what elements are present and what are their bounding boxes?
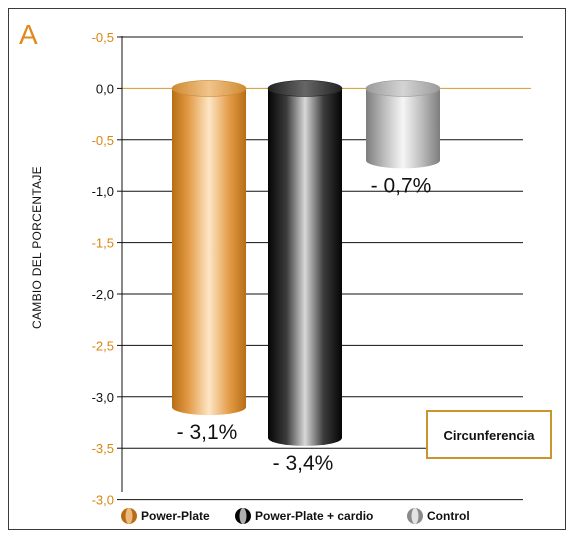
- annotation-text: Circunferencia: [443, 428, 535, 443]
- y-tick-labels: -0,5 0,0 -0,5 -1,0 -1,5 -2,0 -2,5 -3,0 -3,5 -3,0: [92, 30, 114, 508]
- chart-frame: A -0,5 0,0 -0,5 -1,0 -1,5 -2,0 -2,5 -3,0 -3,5 -3,…: [8, 8, 566, 530]
- legend-label: Power-Plate + cardio: [255, 509, 373, 523]
- data-label: - 0,7%: [371, 174, 432, 197]
- legend-swatch-highlight: [239, 508, 247, 524]
- data-label: - 3,4%: [273, 452, 334, 475]
- bar-top-cap: [267, 80, 343, 97]
- bars: [171, 80, 441, 446]
- legend-swatch-highlight: [125, 508, 133, 524]
- annotation-box: Circunferencia: [426, 410, 552, 459]
- y-tick-label: -0,5: [92, 133, 114, 148]
- panel-letter: A: [19, 19, 38, 50]
- bar: [171, 80, 247, 416]
- y-tick-label: -3,5: [92, 441, 114, 456]
- y-tick-label: -3,0: [92, 493, 114, 508]
- bar-body: [268, 88, 342, 446]
- y-axis-label: CAMBIO DEL PORCENTAJE: [30, 166, 44, 329]
- annotation-box-border: [426, 410, 552, 459]
- legend-swatch-highlight: [411, 508, 419, 524]
- y-tick-label: -3,0: [92, 390, 114, 405]
- legend-item: Power-Plate: [121, 508, 210, 524]
- legend-label: Power-Plate: [141, 509, 210, 523]
- legend-item: Power-Plate + cardio: [235, 508, 373, 524]
- bar: [365, 80, 441, 169]
- y-tick-label: -2,0: [92, 287, 114, 302]
- y-tick-label: -0,5: [92, 30, 114, 45]
- bar-top-cap: [171, 80, 247, 97]
- legend-item: Control: [407, 508, 470, 524]
- bar-body: [366, 88, 440, 169]
- legend-label: Control: [427, 509, 470, 523]
- bar-top-cap: [365, 80, 441, 97]
- data-label: - 3,1%: [177, 421, 238, 444]
- legend: Power-Plate Power-Plate + cardio Control: [121, 508, 470, 524]
- y-tick-label: 0,0: [96, 81, 114, 96]
- bar: [267, 80, 343, 446]
- y-tick-label: -2,5: [92, 338, 114, 353]
- bar-chart: A -0,5 0,0 -0,5 -1,0 -1,5 -2,0 -2,5 -3,0 -3,5 -3,…: [19, 19, 552, 524]
- data-labels: - 3,1% - 3,4% - 0,7%: [177, 174, 432, 475]
- bar-body: [172, 88, 246, 416]
- y-tick-label: -1,5: [92, 236, 114, 251]
- y-tick-label: -1,0: [92, 184, 114, 199]
